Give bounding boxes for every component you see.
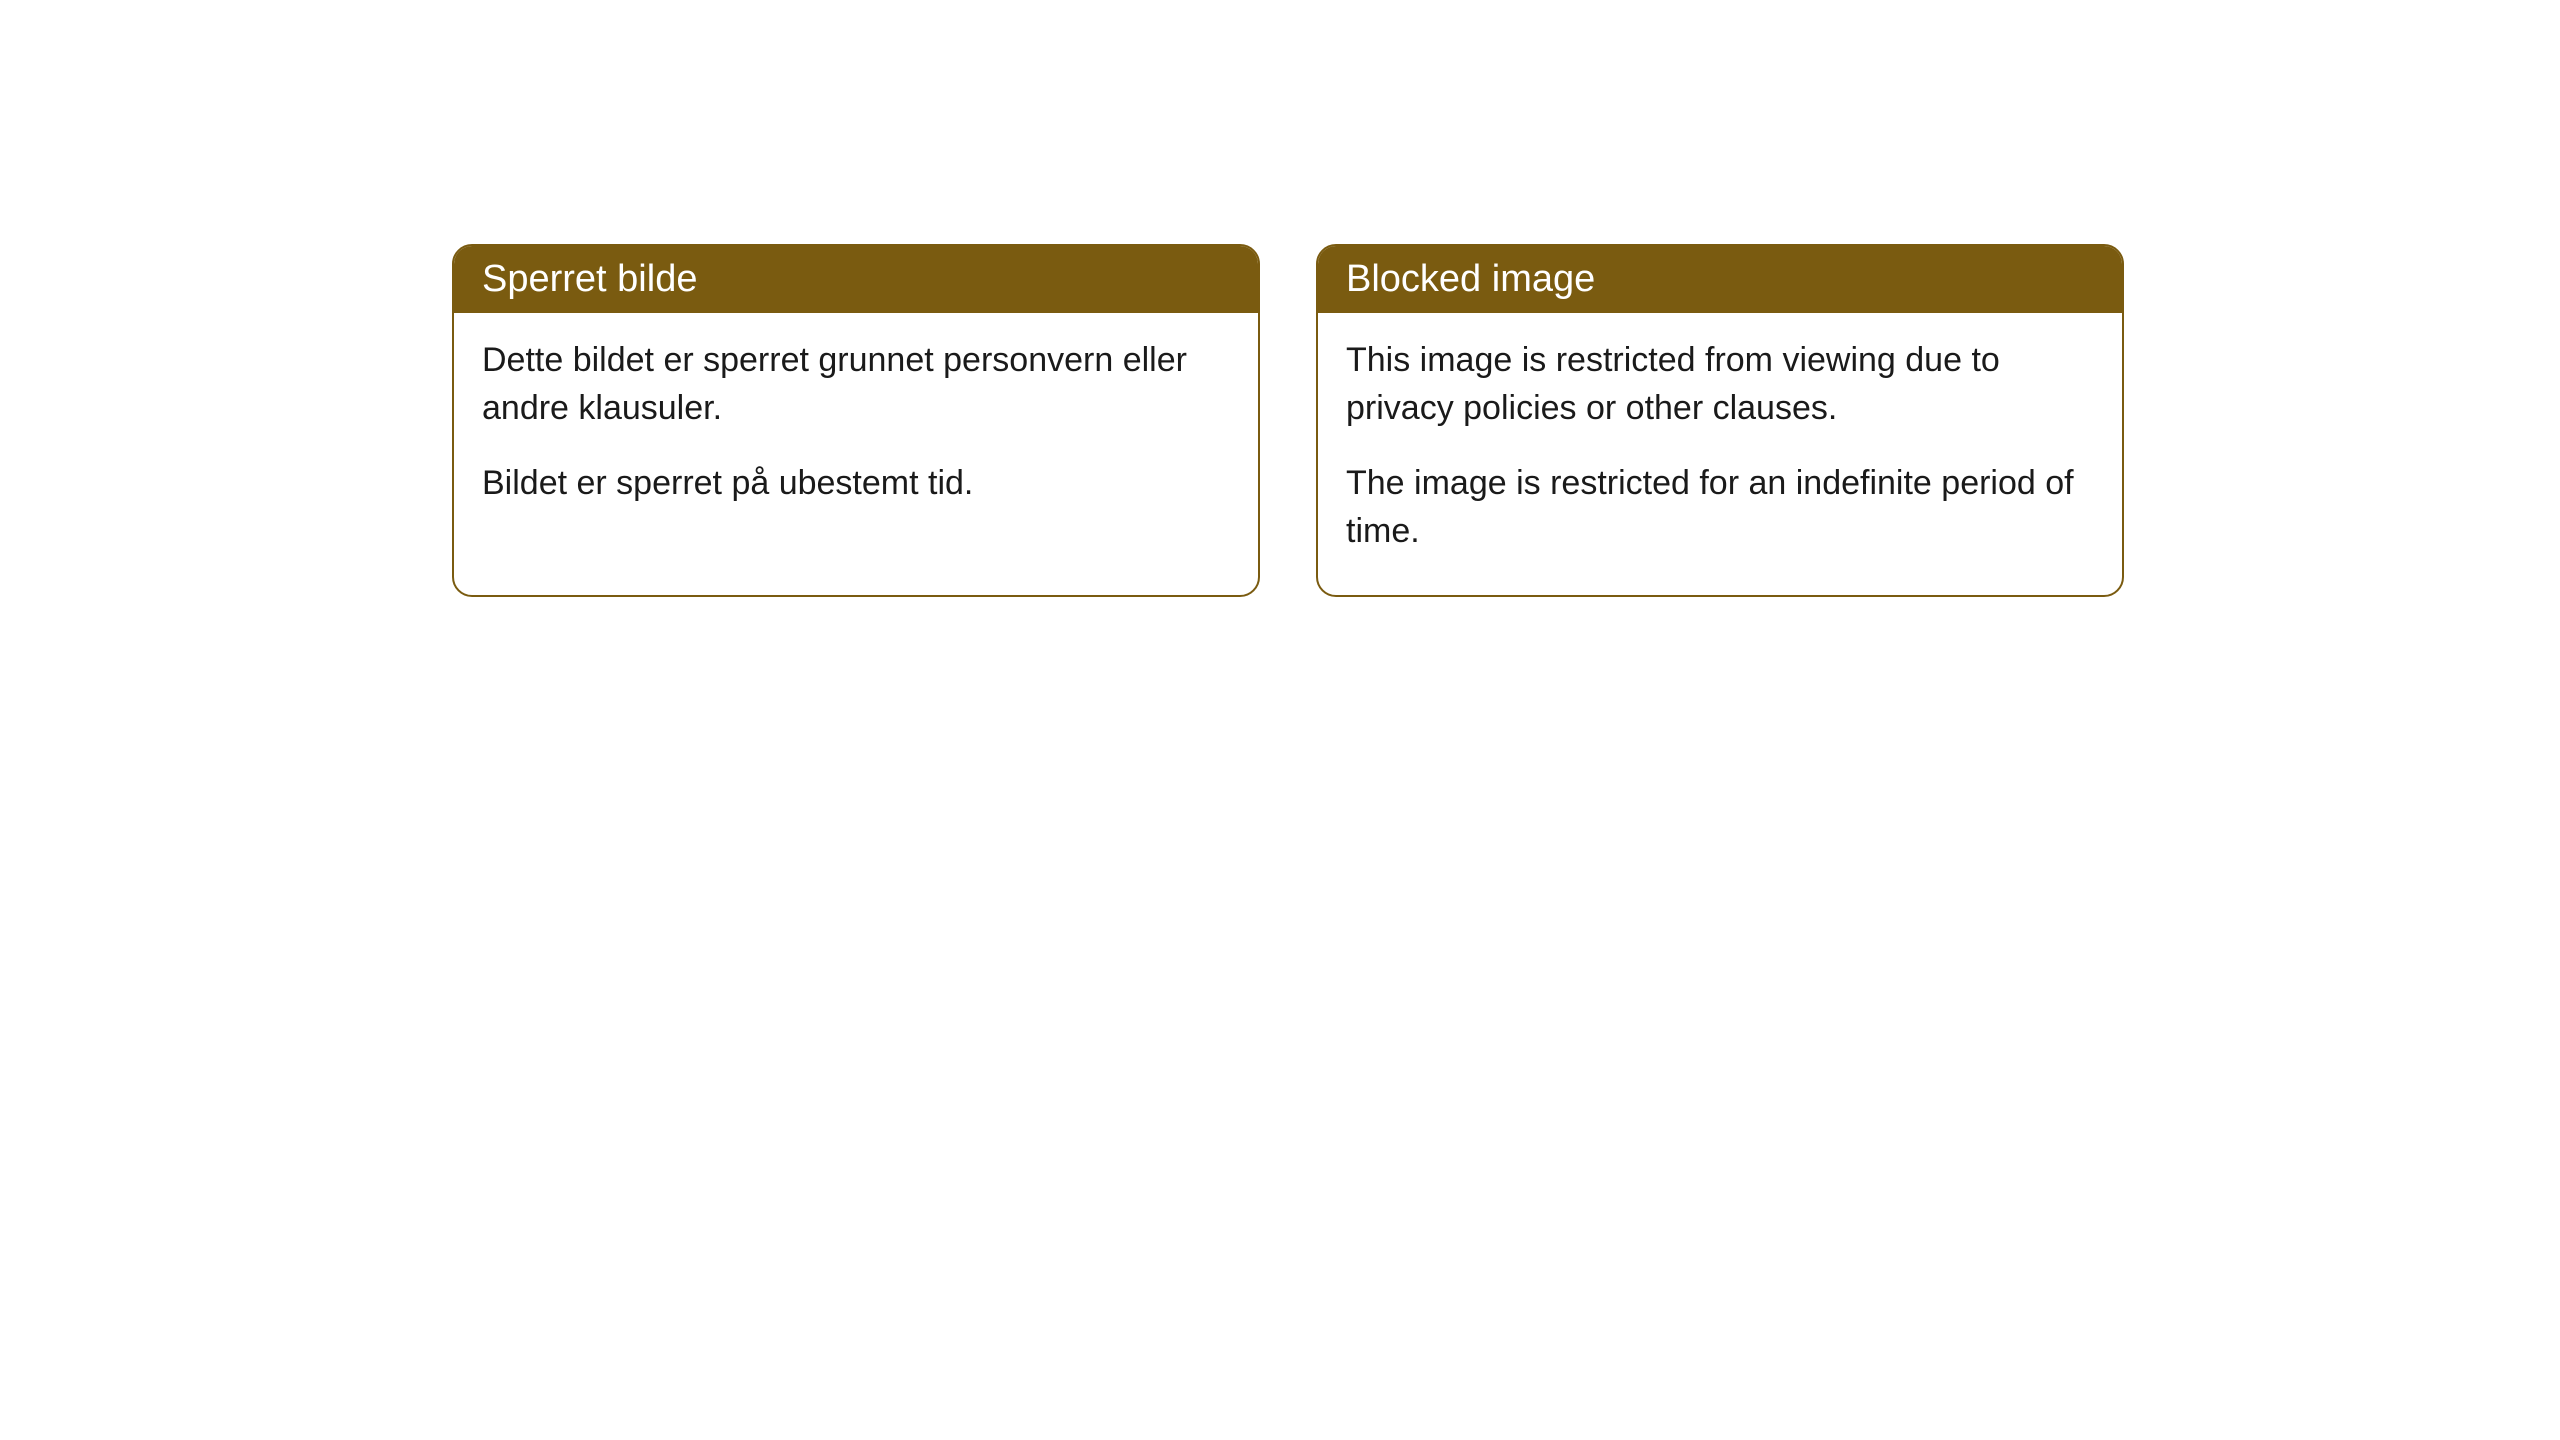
card-body: Dette bildet er sperret grunnet personve… — [454, 313, 1258, 548]
card-paragraph-2: The image is restricted for an indefinit… — [1346, 460, 2094, 555]
cards-container: Sperret bilde Dette bildet er sperret gr… — [452, 244, 2124, 597]
card-paragraph-1: Dette bildet er sperret grunnet personve… — [482, 337, 1230, 432]
card-title: Blocked image — [1346, 258, 1595, 300]
card-header: Blocked image — [1318, 246, 2122, 313]
card-title: Sperret bilde — [482, 258, 697, 300]
card-paragraph-2: Bildet er sperret på ubestemt tid. — [482, 460, 1230, 508]
blocked-image-card-english: Blocked image This image is restricted f… — [1316, 244, 2124, 597]
card-body: This image is restricted from viewing du… — [1318, 313, 2122, 595]
card-paragraph-1: This image is restricted from viewing du… — [1346, 337, 2094, 432]
card-header: Sperret bilde — [454, 246, 1258, 313]
blocked-image-card-norwegian: Sperret bilde Dette bildet er sperret gr… — [452, 244, 1260, 597]
